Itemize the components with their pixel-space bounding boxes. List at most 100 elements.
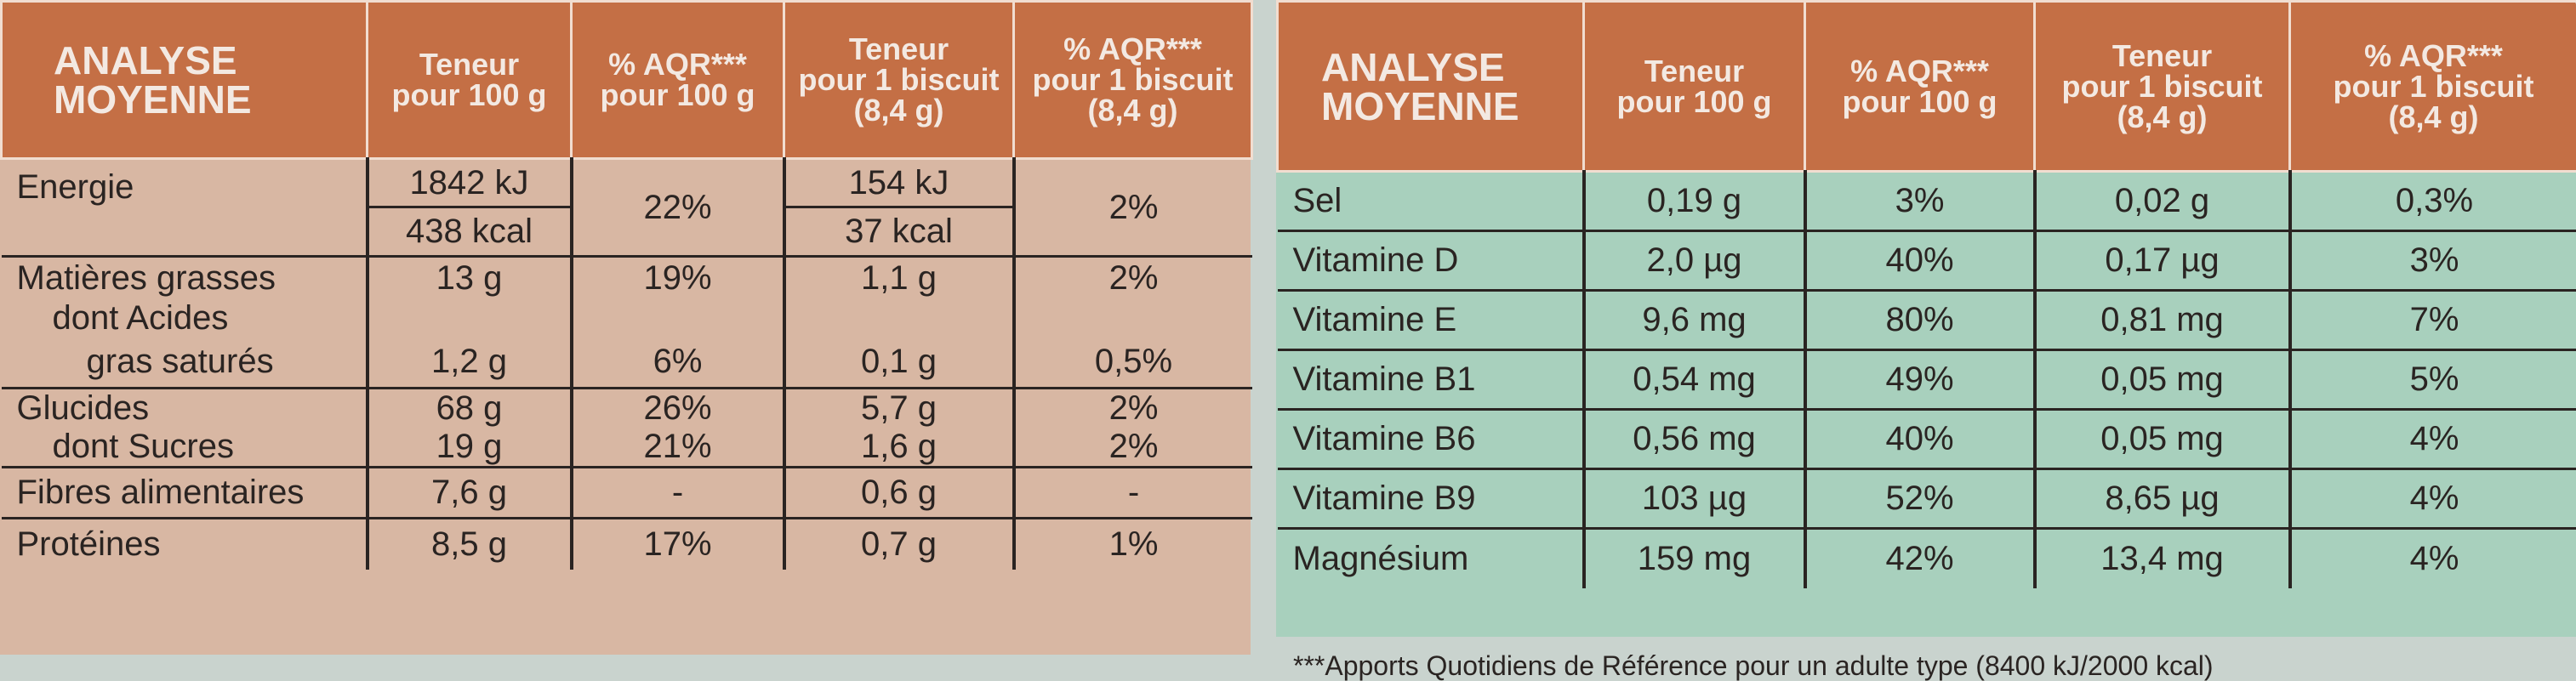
header-teneur-biscuit: Teneur pour 1 biscuit (8,4 g): [2035, 2, 2290, 172]
cell-energie-kj-100g: 1842 kJ: [368, 159, 572, 207]
cell-value: 3%: [2290, 231, 2576, 291]
table-row: gras saturés 1,2 g 6% 0,1 g 0,5%: [2, 338, 1252, 389]
cell-value: 19 g: [368, 428, 572, 468]
cell-value: 5,7 g: [784, 389, 1014, 428]
right-header-row: ANALYSE MOYENNE Teneur pour 100 g % AQR*…: [1278, 2, 2576, 172]
header-teneur-100g: Teneur pour 100 g: [368, 2, 572, 159]
right-nutrition-panel: ANALYSE MOYENNE Teneur pour 100 g % AQR*…: [1276, 0, 2576, 679]
cell-value: 2%: [1014, 389, 1252, 428]
cell-value: 80%: [1805, 291, 2035, 350]
cell-value: 5%: [2290, 350, 2576, 410]
cell-value: 26%: [572, 389, 784, 428]
cell-value: 0,17 µg: [2035, 231, 2290, 291]
cell-value: 7%: [2290, 291, 2576, 350]
cell-value: 8,5 g: [368, 519, 572, 570]
table-row: Vitamine D 2,0 µg 40% 0,17 µg 3%: [1278, 231, 2576, 291]
table-row: Magnésium 159 mg 42% 13,4 mg 4%: [1278, 529, 2576, 588]
row-label: Vitamine B1: [1278, 350, 1584, 410]
left-nutrition-panel: ANALYSE MOYENNE Teneur pour 100 g % AQR*…: [0, 0, 1251, 655]
cell-value: -: [1014, 468, 1252, 519]
cell-value: 13 g: [368, 257, 572, 299]
table-row: Fibres alimentaires 7,6 g - 0,6 g -: [2, 468, 1252, 519]
right-nutrition-table: ANALYSE MOYENNE Teneur pour 100 g % AQR*…: [1276, 0, 2576, 588]
cell-energie-kcal-100g: 438 kcal: [368, 207, 572, 257]
cell-value: 0,7 g: [784, 519, 1014, 570]
row-label: Vitamine B6: [1278, 410, 1584, 469]
cell-energie-aqr-100g: 22%: [572, 159, 784, 257]
left-nutrition-table: ANALYSE MOYENNE Teneur pour 100 g % AQR*…: [0, 0, 1253, 570]
cell-value: 1%: [1014, 519, 1252, 570]
row-label: Fibres alimentaires: [2, 468, 368, 519]
row-label: Magnésium: [1278, 529, 1584, 588]
cell-energie-kcal-biscuit: 37 kcal: [784, 207, 1014, 257]
cell-value: [1014, 299, 1252, 338]
cell-value: 8,65 µg: [2035, 469, 2290, 529]
cell-value: 0,54 mg: [1584, 350, 1805, 410]
cell-value: 0,19 g: [1584, 172, 1805, 231]
table-row: Vitamine B9 103 µg 52% 8,65 µg 4%: [1278, 469, 2576, 529]
table-row: Sel 0,19 g 3% 0,02 g 0,3%: [1278, 172, 2576, 231]
cell-value: 0,3%: [2290, 172, 2576, 231]
cell-value: 4%: [2290, 410, 2576, 469]
cell-value: 0,5%: [1014, 338, 1252, 389]
table-row-energie-kj: Energie 1842 kJ 22% 154 kJ 2%: [2, 159, 1252, 207]
cell-value: 68 g: [368, 389, 572, 428]
cell-value: 40%: [1805, 410, 2035, 469]
cell-value: 2%: [1014, 428, 1252, 468]
row-label: Sel: [1278, 172, 1584, 231]
header-aqr-100g: % AQR*** pour 100 g: [1805, 2, 2035, 172]
cell-value: 0,02 g: [2035, 172, 2290, 231]
cell-value: 17%: [572, 519, 784, 570]
row-label: Glucides: [2, 389, 368, 428]
row-label: Protéines: [2, 519, 368, 570]
header-aqr-biscuit: % AQR*** pour 1 biscuit (8,4 g): [2290, 2, 2576, 172]
row-label: gras saturés: [2, 338, 368, 389]
cell-value: [368, 299, 572, 338]
aqr-footnote: ***Apports Quotidiens de Référence pour …: [1293, 652, 2214, 679]
cell-value: 0,6 g: [784, 468, 1014, 519]
cell-value: -: [572, 468, 784, 519]
cell-value: 3%: [1805, 172, 2035, 231]
table-row: dont Acides: [2, 299, 1252, 338]
table-row: Vitamine B1 0,54 mg 49% 0,05 mg 5%: [1278, 350, 2576, 410]
cell-value: 0,05 mg: [2035, 350, 2290, 410]
header-teneur-biscuit: Teneur pour 1 biscuit (8,4 g): [784, 2, 1014, 159]
row-label: dont Acides: [2, 299, 368, 338]
row-label: dont Sucres: [2, 428, 368, 468]
row-label: Energie: [2, 159, 368, 257]
cell-value: 0,81 mg: [2035, 291, 2290, 350]
cell-value: 2,0 µg: [1584, 231, 1805, 291]
cell-value: 2%: [1014, 257, 1252, 299]
table-row: Matières grasses 13 g 19% 1,1 g 2%: [2, 257, 1252, 299]
cell-value: 19%: [572, 257, 784, 299]
table-row: dont Sucres 19 g 21% 1,6 g 2%: [2, 428, 1252, 468]
cell-value: 159 mg: [1584, 529, 1805, 588]
row-label: Vitamine E: [1278, 291, 1584, 350]
cell-value: 49%: [1805, 350, 2035, 410]
header-aqr-biscuit: % AQR*** pour 1 biscuit (8,4 g): [1014, 2, 1252, 159]
table-row: Protéines 8,5 g 17% 0,7 g 1%: [2, 519, 1252, 570]
cell-value: 103 µg: [1584, 469, 1805, 529]
table-row: Vitamine E 9,6 mg 80% 0,81 mg 7%: [1278, 291, 2576, 350]
cell-value: 6%: [572, 338, 784, 389]
cell-value: 1,6 g: [784, 428, 1014, 468]
header-analyse: ANALYSE MOYENNE: [1278, 2, 1584, 172]
cell-value: 21%: [572, 428, 784, 468]
cell-value: 7,6 g: [368, 468, 572, 519]
header-teneur-100g: Teneur pour 100 g: [1584, 2, 1805, 172]
cell-value: 9,6 mg: [1584, 291, 1805, 350]
cell-value: 42%: [1805, 529, 2035, 588]
cell-value: 52%: [1805, 469, 2035, 529]
row-label: Vitamine D: [1278, 231, 1584, 291]
cell-value: [572, 299, 784, 338]
header-aqr-100g: % AQR*** pour 100 g: [572, 2, 784, 159]
cell-energie-aqr-biscuit: 2%: [1014, 159, 1252, 257]
left-header-row: ANALYSE MOYENNE Teneur pour 100 g % AQR*…: [2, 2, 1252, 159]
header-analyse: ANALYSE MOYENNE: [2, 2, 368, 159]
cell-value: 0,1 g: [784, 338, 1014, 389]
cell-value: [784, 299, 1014, 338]
cell-value: 1,2 g: [368, 338, 572, 389]
cell-energie-kj-biscuit: 154 kJ: [784, 159, 1014, 207]
table-row: Vitamine B6 0,56 mg 40% 0,05 mg 4%: [1278, 410, 2576, 469]
cell-value: 4%: [2290, 529, 2576, 588]
